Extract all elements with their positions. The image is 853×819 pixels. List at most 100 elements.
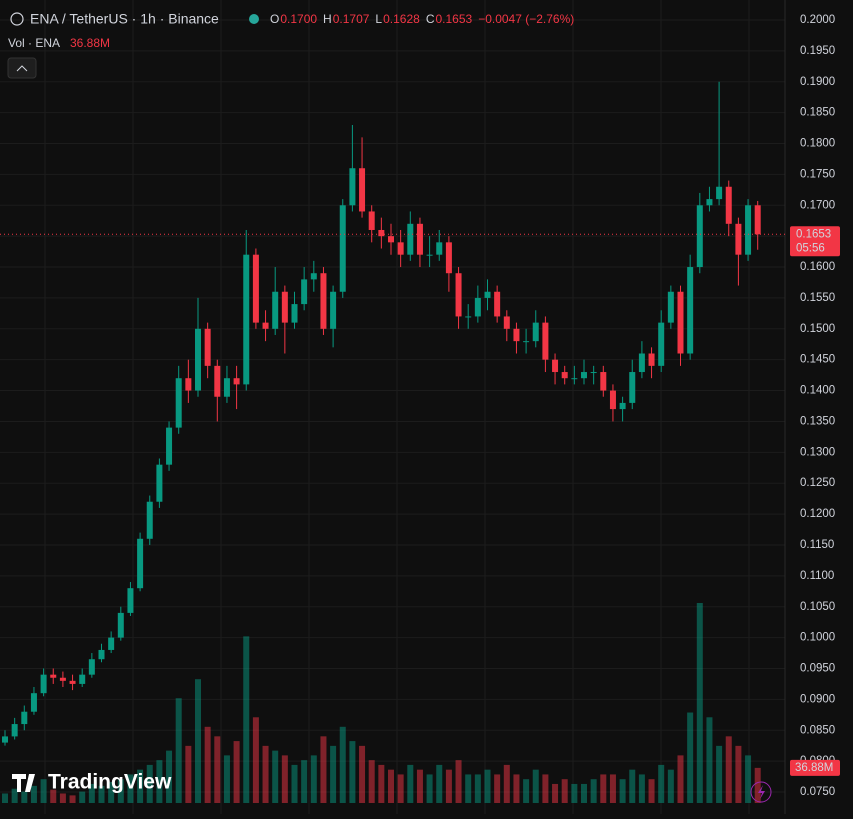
- volume-bar: [745, 755, 752, 803]
- candle-body: [648, 353, 655, 366]
- candle-body: [542, 322, 549, 360]
- candle-body: [79, 674, 86, 684]
- volume-bar: [474, 774, 481, 803]
- candle-body: [407, 223, 414, 255]
- candle-body: [581, 372, 587, 379]
- volume-bar: [291, 764, 298, 803]
- candle-body: [301, 279, 308, 305]
- candle-body: [146, 501, 153, 539]
- candle-body: [339, 205, 346, 292]
- candle-body: [378, 229, 385, 237]
- candle-body: [330, 291, 337, 329]
- candle-body: [503, 316, 510, 329]
- volume-bar: [716, 745, 723, 803]
- volume-bar: [339, 726, 346, 803]
- candle-body: [349, 168, 356, 206]
- y-tick-label: 0.1350: [800, 415, 835, 427]
- volume-bar: [388, 769, 394, 803]
- candle-body: [359, 168, 366, 212]
- candle-body: [233, 378, 240, 385]
- candle-body: [272, 291, 279, 329]
- volume-bar: [359, 745, 366, 803]
- volume-bar: [706, 717, 713, 803]
- candle-body: [725, 186, 732, 224]
- volume-bar: [310, 755, 317, 803]
- volume-bar: [79, 791, 86, 803]
- candle-body: [716, 186, 723, 200]
- candle-body: [590, 372, 597, 374]
- volume-bar: [658, 764, 665, 803]
- volume-bar: [600, 774, 607, 803]
- y-tick-label: 0.1100: [800, 570, 834, 582]
- volume-bar: [523, 779, 530, 803]
- candle-body: [754, 205, 761, 235]
- collapse-icon: [16, 65, 28, 72]
- candle-body: [532, 322, 539, 342]
- watermark: TradingView: [48, 771, 172, 794]
- volume-bar: [262, 745, 269, 803]
- volume-bar: [59, 793, 66, 803]
- candle-body: [706, 199, 713, 206]
- candle-body: [195, 328, 201, 391]
- volume-bar: [378, 764, 385, 803]
- y-tick-label: 0.1800: [800, 138, 835, 150]
- y-tick-label: 0.1500: [800, 323, 835, 335]
- volume-bar: [156, 760, 163, 803]
- volume-title: Vol · ENA: [8, 36, 60, 50]
- candle-body: [185, 378, 192, 391]
- volume-bar: [609, 774, 616, 803]
- candle-body: [98, 649, 105, 660]
- candle-body: [397, 242, 404, 255]
- volume-label-box: [790, 759, 840, 776]
- volume-bar: [648, 779, 655, 803]
- volume-bar: [272, 750, 279, 803]
- market-status[interactable]: [249, 14, 259, 24]
- candle-body: [127, 588, 134, 613]
- legend-value: 0.1700: [280, 12, 317, 26]
- legend-key: H: [323, 12, 332, 26]
- y-tick-label: 0.1050: [800, 601, 835, 613]
- volume-bar: [88, 783, 95, 803]
- volume-bar: [542, 774, 549, 803]
- watermark-logo: [12, 774, 35, 792]
- last-price-box: [790, 226, 840, 257]
- candle-body: [474, 297, 481, 317]
- candle-body: [735, 223, 742, 255]
- candle-body: [117, 612, 124, 638]
- candle-body: [59, 677, 66, 681]
- candle-body: [513, 328, 520, 342]
- volume-bar: [455, 760, 462, 803]
- candle-body: [696, 205, 703, 268]
- legend-value: 0.1653: [435, 12, 472, 26]
- volume-bar: [204, 726, 211, 803]
- volume-bar: [117, 779, 124, 803]
- volume-bar: [185, 745, 192, 803]
- volume-bar: [195, 679, 201, 803]
- collapse-button[interactable]: [7, 57, 37, 79]
- candle-body: [262, 322, 269, 329]
- volume-bar: [69, 795, 76, 803]
- candle-body: [687, 267, 694, 354]
- lightning-button[interactable]: [750, 781, 772, 803]
- candle-body: [30, 693, 37, 712]
- last-price-label: 0.1653: [796, 228, 831, 240]
- volume-bar: [571, 783, 578, 803]
- candle-body: [320, 273, 327, 329]
- volume-bar: [137, 769, 144, 803]
- candle-body: [667, 291, 674, 323]
- volume-bar: [754, 767, 761, 803]
- price-change: −0.0047 (−2.76%): [478, 12, 574, 26]
- y-tick-label: 0.0900: [800, 693, 835, 705]
- candle-body: [252, 254, 259, 323]
- candle-body: [108, 637, 115, 650]
- volume-bar: [629, 769, 636, 803]
- legend-value: 0.1628: [383, 12, 420, 26]
- volume-bar: [426, 774, 433, 803]
- volume-bar: [320, 736, 327, 803]
- volume-bar: [166, 750, 173, 803]
- candle-body: [40, 674, 47, 694]
- volume-bar: [465, 774, 472, 803]
- candle-body: [204, 328, 211, 366]
- y-tick-label: 0.1950: [800, 45, 835, 57]
